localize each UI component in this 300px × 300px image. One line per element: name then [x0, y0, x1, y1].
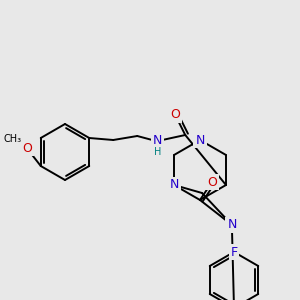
Text: O: O	[207, 176, 217, 188]
Text: N: N	[169, 178, 179, 191]
Text: H: H	[154, 147, 161, 157]
Text: O: O	[22, 142, 32, 154]
Text: N: N	[227, 218, 237, 232]
Text: O: O	[170, 109, 180, 122]
Text: N: N	[195, 134, 205, 146]
Text: CH₃: CH₃	[4, 134, 22, 144]
Text: F: F	[230, 245, 238, 259]
Text: N: N	[153, 134, 162, 146]
